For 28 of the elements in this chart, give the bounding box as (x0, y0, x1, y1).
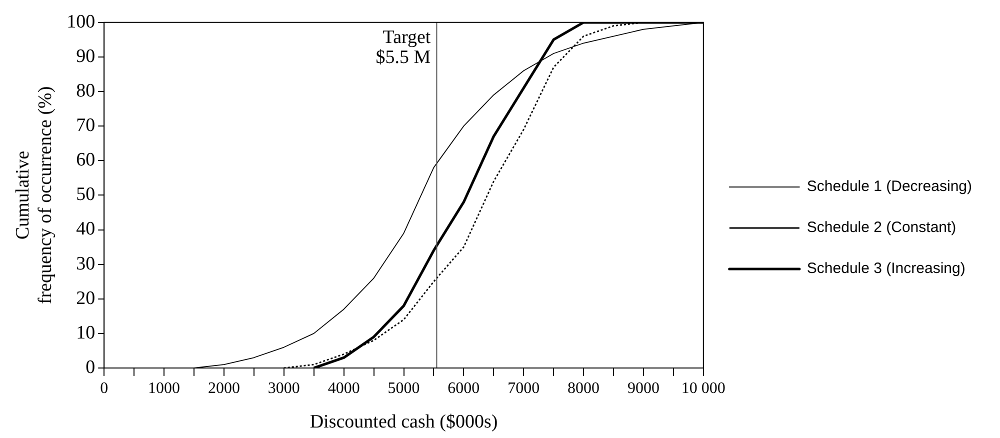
x-axis-title: Discounted cash ($000s) (310, 412, 498, 433)
y-tick-label: 10 (76, 322, 96, 344)
y-tick-label: 80 (76, 80, 96, 102)
x-tick-label: 4000 (328, 380, 360, 397)
legend-label: Schedule 1 (Decreasing) (806, 178, 972, 196)
y-tick-label: 90 (76, 46, 96, 67)
legend-label: Schedule 2 (Constant) (806, 219, 956, 236)
x-tick-label: 8000 (568, 380, 600, 397)
y-tick-label: 30 (76, 253, 96, 274)
y-tick-label: 100 (66, 11, 96, 32)
x-tick-label: 9000 (627, 380, 660, 397)
x-tick-label: 6000 (448, 380, 480, 397)
legend-label: Schedule 3 (Increasing) (806, 260, 966, 278)
y-tick-label: 50 (76, 184, 96, 206)
y-axis-title: Cumulative frequency of occurrence (%) (12, 86, 56, 304)
x-tick-label: 7000 (508, 380, 540, 397)
y-tick-label: 0 (86, 356, 96, 378)
ref-line-label: Target $5.5 M (376, 26, 432, 68)
x-tick-label: 0 (100, 380, 108, 397)
x-tick-label: 10 000 (681, 380, 726, 397)
y-tick-label: 60 (76, 150, 96, 171)
y-tick-label: 40 (76, 218, 96, 240)
y-tick-label: 20 (76, 288, 96, 309)
x-tick-label: 2000 (208, 380, 240, 397)
x-tick-label: 1000 (148, 380, 180, 397)
x-tick-label: 5000 (388, 380, 420, 397)
x-tick-label: 3000 (268, 380, 300, 397)
y-tick-label: 70 (76, 115, 96, 136)
